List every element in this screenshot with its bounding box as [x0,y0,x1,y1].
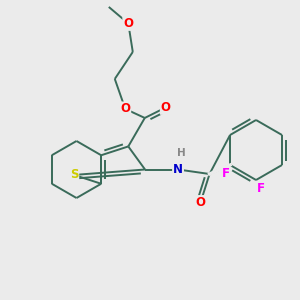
Text: H: H [177,148,186,158]
Text: F: F [256,182,265,195]
Text: O: O [196,196,206,209]
Text: O: O [123,17,133,30]
Text: S: S [70,168,78,182]
Text: O: O [161,101,171,114]
Text: F: F [222,167,230,180]
Text: N: N [173,163,183,176]
Text: O: O [120,102,130,116]
